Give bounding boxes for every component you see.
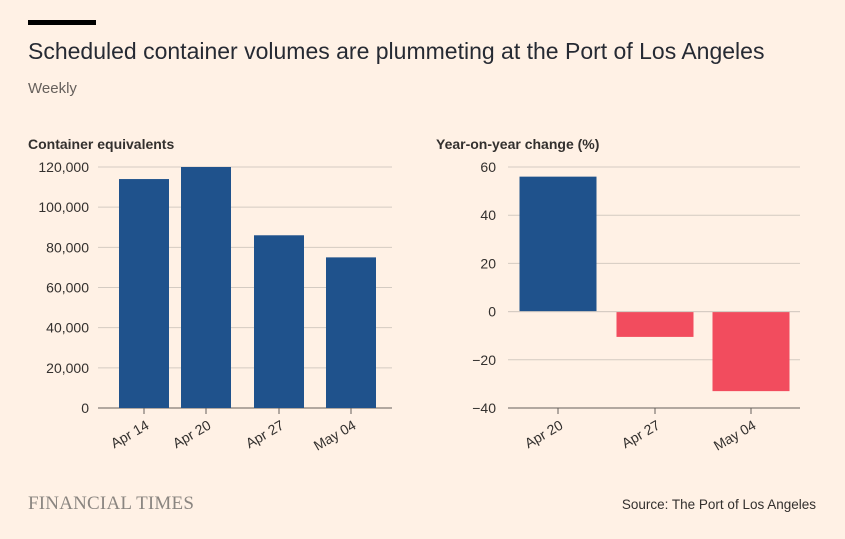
volume-ytick-label: 0 xyxy=(81,400,89,416)
volume-ytick-label: 120,000 xyxy=(38,159,89,175)
volume-ytick-label: 100,000 xyxy=(38,199,89,215)
volume-bar xyxy=(181,167,231,408)
source-note: Source: The Port of Los Angeles xyxy=(621,497,816,512)
chart-title: Scheduled container volumes are plummeti… xyxy=(28,38,765,64)
ft-logo: FINANCIAL TIMES xyxy=(28,493,195,514)
yoy-ytick-label: 40 xyxy=(480,207,496,223)
volume-ytick-label: 40,000 xyxy=(46,320,89,336)
yoy-xtick-label: Apr 20 xyxy=(522,417,566,452)
volume-ytick-label: 20,000 xyxy=(46,360,89,376)
yoy-xtick-label: May 04 xyxy=(711,417,759,454)
yoy-xtick-label: Apr 27 xyxy=(619,417,663,452)
yoy-ytick-label: −40 xyxy=(472,400,496,416)
yoy-bar xyxy=(519,176,597,312)
yoy-bar xyxy=(616,311,694,337)
yoy-ytick-label: 0 xyxy=(488,304,496,320)
right-panel-label: Year-on-year change (%) xyxy=(436,136,600,152)
yoy-ytick-label: −20 xyxy=(472,352,496,368)
volume-bar xyxy=(326,257,376,408)
volume-ytick-label: 80,000 xyxy=(46,239,89,255)
chart-subtitle: Weekly xyxy=(28,80,77,97)
left-panel-label: Container equivalents xyxy=(28,136,175,152)
yoy-ytick-label: 20 xyxy=(480,255,496,271)
yoy-ytick-label: 60 xyxy=(480,159,496,175)
yoy-bar xyxy=(712,311,790,392)
volume-bar xyxy=(119,179,169,408)
volume-ytick-label: 60,000 xyxy=(46,280,89,296)
top-rule xyxy=(28,20,96,25)
volume-bar xyxy=(254,235,304,408)
